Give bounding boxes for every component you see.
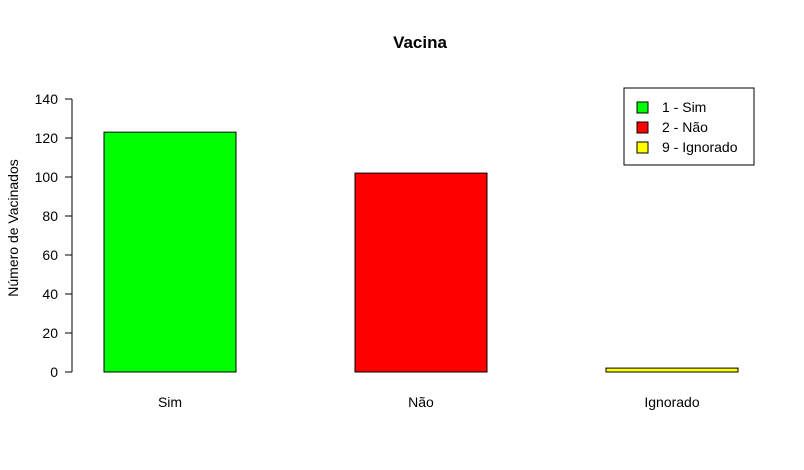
x-category-label: Não — [408, 394, 434, 410]
legend-swatch — [636, 101, 649, 114]
y-tick-label: 80 — [42, 208, 58, 224]
legend-label: 9 - Ignorado — [662, 139, 738, 155]
legend-swatch — [636, 141, 649, 154]
x-category-label: Ignorado — [644, 394, 699, 410]
legend: 1 - Sim 2 - Não 9 - Ignorado — [623, 87, 755, 166]
y-tick-label: 60 — [42, 247, 58, 263]
legend-swatch — [636, 121, 649, 134]
bar-sim — [103, 131, 237, 373]
x-axis-labels: Sim Não Ignorado — [158, 394, 700, 410]
bar-não — [354, 172, 488, 373]
chart-title: Vacina — [393, 33, 447, 52]
y-tick-label: 120 — [35, 130, 59, 146]
bar-ignorado — [605, 367, 739, 373]
y-axis: 0 20 40 60 80 100 120 140 — [35, 91, 73, 380]
y-tick-label: 40 — [42, 286, 58, 302]
legend-label: 1 - Sim — [662, 99, 706, 115]
bars — [103, 131, 739, 373]
y-tick-label: 140 — [35, 91, 59, 107]
y-tick-label: 0 — [50, 364, 58, 380]
y-axis-label: Número de Vacinados — [5, 159, 21, 296]
x-category-label: Sim — [158, 394, 182, 410]
y-tick-label: 20 — [42, 325, 58, 341]
legend-label: 2 - Não — [662, 119, 708, 135]
y-tick-label: 100 — [35, 169, 59, 185]
